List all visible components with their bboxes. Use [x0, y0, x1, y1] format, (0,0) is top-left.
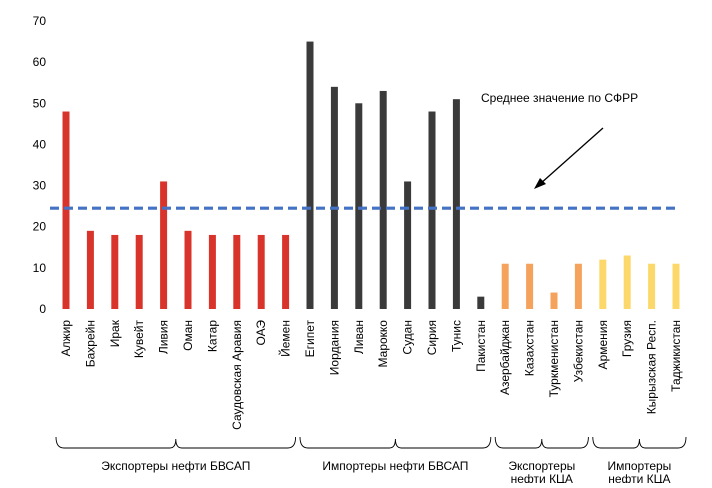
bars — [62, 41, 680, 310]
bar — [477, 296, 485, 309]
bar — [86, 230, 94, 309]
bar — [160, 181, 168, 309]
x-tick-label: Армения — [596, 320, 610, 369]
bar — [184, 230, 192, 309]
group-brace — [55, 436, 297, 449]
bar — [623, 255, 631, 309]
x-tick-label: Ирак — [108, 319, 122, 347]
group-label: нефти КЦА — [511, 472, 573, 483]
bar — [501, 263, 509, 309]
group-brace — [494, 436, 589, 449]
group-brackets: Экспортеры нефти БВСАП Импортеры нефти БВ… — [55, 436, 687, 486]
x-tick-label: Ливан — [352, 320, 366, 354]
bar — [306, 41, 314, 309]
group-brace — [299, 436, 492, 449]
y-tick-label: 50 — [33, 96, 47, 110]
y-tick-label: 10 — [33, 261, 47, 275]
group-label: Экспортеры — [508, 459, 575, 473]
y-tick-label: 30 — [33, 179, 47, 193]
y-tick-label: 40 — [33, 137, 47, 151]
x-tick-label: Казахстан — [523, 320, 537, 376]
bar — [428, 111, 436, 309]
x-tick-label: Йемен — [278, 320, 293, 357]
bar — [648, 263, 656, 309]
x-tick-label: Кырызская Респ. — [645, 320, 659, 414]
bar — [257, 234, 265, 309]
annotation-arrow — [534, 127, 604, 189]
x-tick-label: Узбекистан — [571, 320, 585, 382]
y-tick-label: 0 — [39, 302, 46, 316]
x-tick-label: Алжир — [59, 320, 73, 357]
x-tick-label: Судан — [401, 320, 415, 355]
x-axis-labels: Алжир Бахрейн Ирак Кувейт Ливия Оман Катар Сауд… — [59, 319, 683, 430]
bar — [672, 263, 680, 309]
x-tick-label: ОАЭ — [254, 320, 268, 346]
group-brace — [592, 436, 687, 449]
bar — [550, 292, 558, 309]
bar — [62, 111, 70, 309]
x-tick-label: Иордания — [327, 320, 341, 375]
x-tick-label: Ливия — [157, 320, 171, 354]
x-tick-label: Грузия — [620, 320, 634, 357]
bar — [404, 181, 412, 309]
bar — [208, 234, 216, 309]
bar — [574, 263, 582, 309]
annotation-label: Среднее значение по СФРР — [481, 91, 638, 105]
bar — [599, 259, 607, 309]
bar — [526, 263, 534, 309]
bar — [452, 99, 460, 310]
x-tick-label: Саудовская Аравия — [230, 320, 244, 430]
x-tick-label: Пакистан — [474, 320, 488, 372]
x-tick-label: Бахрейн — [83, 320, 97, 367]
y-tick-label: 20 — [33, 220, 47, 234]
x-tick-label: Катар — [205, 320, 219, 352]
bar — [111, 234, 119, 309]
bar — [379, 90, 387, 309]
x-tick-label: Кувейт — [132, 320, 146, 359]
x-tick-label: Марокко — [376, 320, 390, 368]
x-tick-label: Азербайджан — [498, 320, 512, 395]
y-tick-label: 60 — [33, 55, 47, 69]
x-tick-label: Оман — [181, 320, 195, 351]
group-label: Импортеры нефти БВСАП — [322, 459, 468, 473]
x-tick-label: Таджикистан — [669, 320, 683, 392]
bar — [330, 86, 338, 309]
bar — [282, 234, 290, 309]
bar — [233, 234, 241, 309]
x-tick-label: Сирия — [425, 320, 439, 355]
bar — [355, 103, 363, 310]
x-tick-label: Туркменистан — [547, 320, 561, 397]
y-tick-label: 70 — [33, 14, 47, 28]
y-axis: 0 10 20 30 40 50 60 70 — [33, 14, 47, 316]
x-tick-label: Тунис — [449, 320, 463, 352]
group-label: Импортеры — [608, 459, 672, 473]
bar — [135, 234, 143, 309]
group-label: Экспортеры нефти БВСАП — [101, 459, 250, 473]
x-tick-label: Египет — [303, 320, 317, 358]
group-label: нефти КЦА — [608, 472, 670, 483]
